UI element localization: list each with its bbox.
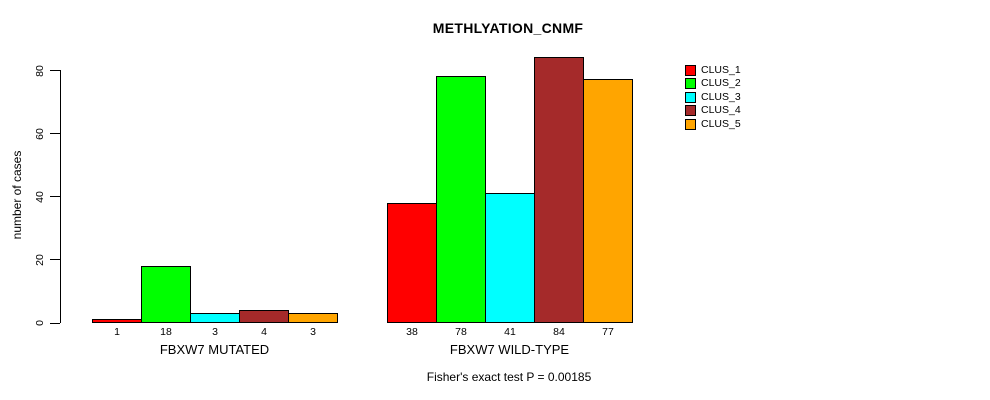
y-tick xyxy=(50,196,60,198)
bar xyxy=(239,309,289,323)
bar-value-label: 41 xyxy=(504,326,516,338)
y-tick-label: 20 xyxy=(34,254,46,266)
legend-label: CLUS_4 xyxy=(701,104,741,117)
bar xyxy=(485,193,535,323)
chart-title: METHLYATION_CNMF xyxy=(432,20,584,36)
bar xyxy=(141,265,191,323)
bar-value-label: 84 xyxy=(553,326,565,338)
bar-value-label: 3 xyxy=(310,326,316,338)
bar-value-label: 1 xyxy=(114,326,120,338)
legend-label: CLUS_2 xyxy=(701,77,741,90)
y-tick xyxy=(50,70,60,72)
bar-value-label: 3 xyxy=(212,326,218,338)
bar-value-label: 77 xyxy=(602,326,614,338)
y-tick-label: 60 xyxy=(34,127,46,140)
legend-swatch xyxy=(685,65,696,76)
y-tick xyxy=(50,322,60,324)
annotation-text: Fisher's exact test P = 0.00185 xyxy=(426,370,592,384)
bar xyxy=(583,79,633,323)
legend-swatch xyxy=(685,91,696,103)
y-axis-title: number of cases xyxy=(10,150,24,240)
legend-label: CLUS_1 xyxy=(701,64,741,76)
bar-value-label: 38 xyxy=(406,326,418,338)
bar xyxy=(534,57,584,323)
y-tick-label: 80 xyxy=(34,64,46,77)
bar xyxy=(436,76,486,323)
bar-value-label: 4 xyxy=(261,326,267,338)
bar xyxy=(387,202,437,323)
legend-label: CLUS_5 xyxy=(701,117,741,130)
bar xyxy=(190,313,240,323)
bar xyxy=(92,319,142,323)
y-axis-line xyxy=(60,70,61,324)
y-tick-label: 0 xyxy=(34,320,46,326)
legend-swatch xyxy=(685,105,696,117)
legend-label: CLUS_3 xyxy=(701,90,741,103)
legend-swatch xyxy=(685,118,696,130)
bar xyxy=(288,313,338,323)
y-tick-label: 40 xyxy=(34,190,46,203)
legend-swatch xyxy=(685,78,696,90)
bar-value-label: 18 xyxy=(160,326,172,338)
group-label: FBXW7 MUTATED xyxy=(159,342,270,357)
bar-value-label: 78 xyxy=(455,326,467,338)
y-tick xyxy=(50,259,60,261)
group-label: FBXW7 WILD-TYPE xyxy=(449,342,570,357)
y-tick xyxy=(50,133,60,135)
